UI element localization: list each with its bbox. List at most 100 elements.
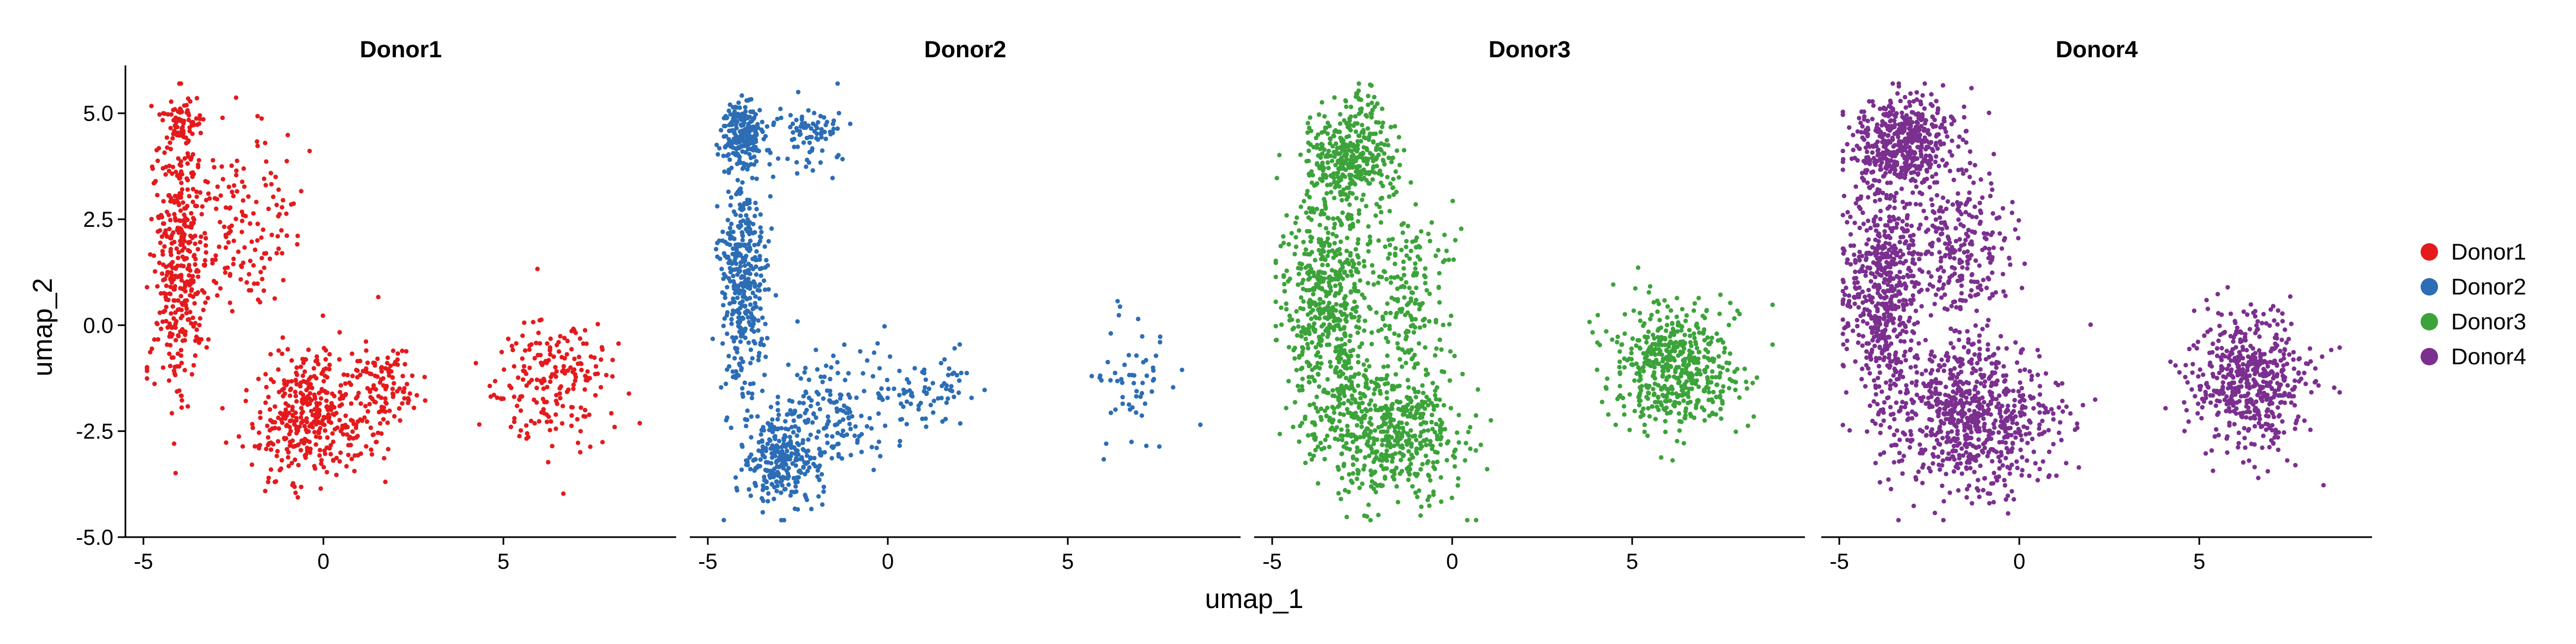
- scatter-point: [177, 176, 182, 181]
- scatter-point: [191, 363, 196, 368]
- scatter-point: [785, 157, 790, 161]
- scatter-point: [1651, 387, 1656, 392]
- scatter-point: [766, 491, 771, 496]
- scatter-point: [800, 441, 805, 446]
- scatter-point: [804, 407, 809, 413]
- scatter-point: [847, 395, 852, 400]
- scatter-point: [318, 396, 323, 401]
- scatter-point: [198, 234, 203, 239]
- scatter-point: [327, 366, 332, 372]
- scatter-point: [728, 269, 733, 275]
- scatter-point: [754, 176, 759, 182]
- scatter-point: [1327, 283, 1332, 288]
- scatter-point: [256, 430, 262, 435]
- scatter-point: [1308, 310, 1313, 315]
- scatter-point: [1281, 234, 1286, 239]
- scatter-point: [1488, 418, 1494, 423]
- scatter-point: [1367, 402, 1372, 407]
- scatter-point: [1284, 268, 1289, 273]
- scatter-point: [230, 189, 234, 195]
- scatter-point: [760, 510, 766, 515]
- scatter-point: [531, 320, 535, 324]
- scatter-point: [789, 489, 794, 495]
- scatter-point: [743, 109, 748, 114]
- scatter-point: [1442, 232, 1447, 237]
- scatter-point: [827, 398, 833, 404]
- scatter-point: [308, 450, 312, 455]
- scatter-point: [172, 239, 177, 244]
- scatter-point: [1355, 449, 1359, 454]
- scatter-point: [202, 231, 207, 236]
- scatter-point: [276, 214, 281, 219]
- scatter-point: [775, 394, 780, 400]
- scatter-point: [1664, 393, 1669, 398]
- scatter-point: [521, 364, 527, 369]
- scatter-point: [870, 374, 876, 379]
- scatter-point: [1354, 304, 1359, 309]
- scatter-point: [293, 370, 299, 375]
- scatter-point: [198, 130, 203, 136]
- scatter-point: [830, 434, 835, 439]
- scatter-point: [750, 176, 755, 180]
- scatter-point: [1273, 323, 1278, 329]
- scatter-point: [931, 399, 937, 404]
- scatter-point: [721, 303, 726, 308]
- scatter-point: [520, 356, 525, 361]
- scatter-point: [772, 496, 777, 502]
- scatter-point: [1327, 416, 1332, 420]
- scatter-point: [1304, 359, 1309, 365]
- scatter-point: [387, 408, 392, 413]
- scatter-point: [1332, 154, 1337, 159]
- scatter-point: [206, 296, 210, 300]
- scatter-point: [1751, 414, 1756, 419]
- scatter-point: [263, 372, 268, 377]
- scatter-point: [348, 401, 354, 406]
- scatter-point: [724, 255, 730, 260]
- scatter-point: [969, 395, 974, 400]
- scatter-point: [1341, 326, 1346, 331]
- scatter-point: [1435, 385, 1440, 390]
- scatter-point: [723, 274, 728, 279]
- scatter-point: [1437, 417, 1442, 423]
- scatter-point: [1688, 340, 1693, 345]
- scatter-point: [1412, 365, 1417, 370]
- scatter-point: [761, 278, 767, 283]
- scatter-point: [1386, 237, 1391, 243]
- scatter-point: [1153, 353, 1159, 358]
- scatter-point: [1355, 423, 1359, 428]
- scatter-point: [554, 369, 559, 374]
- scatter-point: [1341, 147, 1347, 153]
- scatter-point: [308, 375, 313, 380]
- scatter-point: [321, 465, 326, 470]
- scatter-point: [765, 468, 769, 473]
- scatter-point: [754, 272, 759, 277]
- scatter-point: [1374, 455, 1379, 460]
- scatter-point: [1371, 164, 1376, 169]
- scatter-point: [392, 362, 397, 366]
- scatter-point: [178, 238, 183, 244]
- scatter-point: [1351, 123, 1356, 128]
- scatter-point: [808, 432, 813, 437]
- scatter-point: [1389, 435, 1394, 440]
- scatter-point: [1273, 338, 1278, 342]
- scatter-point: [778, 106, 783, 111]
- scatter-point: [2260, 445, 2265, 450]
- scatter-point: [267, 428, 272, 433]
- scatter-point: [750, 392, 755, 396]
- scatter-point: [2056, 430, 2062, 435]
- scatter-point: [1668, 334, 1672, 339]
- scatter-point: [2060, 381, 2065, 386]
- scatter-point: [164, 264, 168, 269]
- scatter-point: [297, 424, 302, 429]
- scatter-point: [1343, 98, 1348, 103]
- scatter-point: [1381, 364, 1386, 369]
- scatter-point: [1307, 171, 1311, 177]
- scatter-point: [197, 316, 203, 321]
- scatter-point: [1419, 430, 1424, 435]
- scatter-point: [1714, 394, 1719, 400]
- scatter-point: [1427, 291, 1432, 297]
- scatter-point: [1617, 365, 1622, 370]
- scatter-point: [1363, 318, 1368, 323]
- scatter-point: [1356, 360, 1361, 365]
- scatter-point: [153, 179, 158, 184]
